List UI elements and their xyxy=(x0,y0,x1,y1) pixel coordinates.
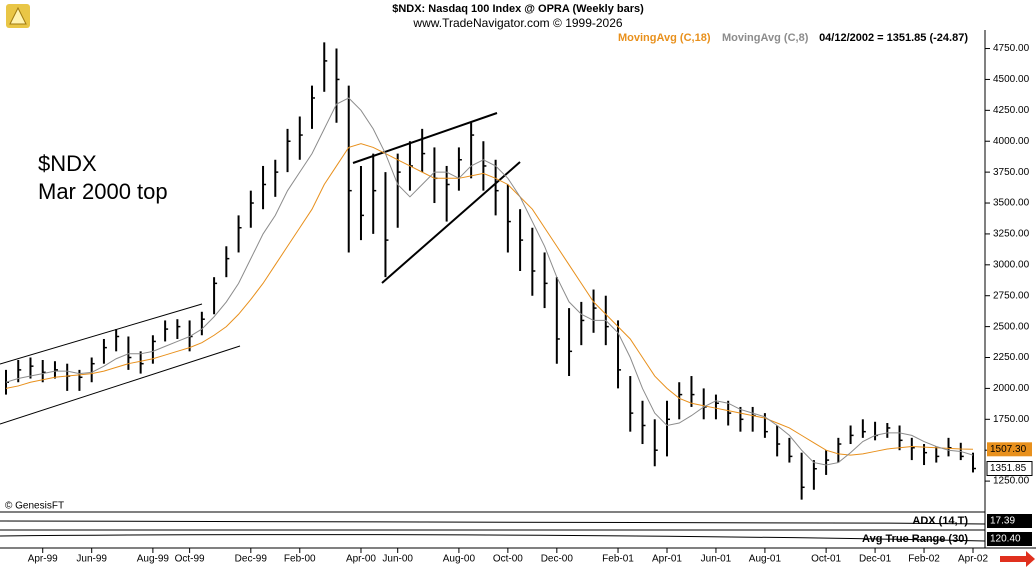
atr-line xyxy=(0,534,986,542)
x-tick-label: Jun-01 xyxy=(701,554,732,565)
indicator-tag xyxy=(987,514,1032,528)
y-tick-label: 2750.00 xyxy=(993,290,1030,301)
chart-title: $NDX: Nasdaq 100 Index @ OPRA (Weekly ba… xyxy=(392,3,644,15)
x-tick-label: Oct-99 xyxy=(175,554,205,565)
x-tick-label: Aug-99 xyxy=(137,554,170,565)
x-tick-label: Oct-00 xyxy=(493,554,523,565)
annotation: $NDX xyxy=(38,151,97,176)
x-tick-label: Feb-01 xyxy=(602,554,634,565)
x-tick-label: Dec-99 xyxy=(235,554,268,565)
x-tick-label: Jun-00 xyxy=(382,554,413,565)
x-tick-label: Jun-99 xyxy=(76,554,107,565)
annotation: Mar 2000 top xyxy=(38,179,168,204)
y-tick-label: 3000.00 xyxy=(993,259,1030,270)
indicator-name: ADX (14,T) xyxy=(912,515,968,527)
y-tick-label: 1250.00 xyxy=(993,476,1030,487)
legend-entry: MovingAvg (C,8) xyxy=(722,32,809,44)
y-tick-label: 3500.00 xyxy=(993,198,1030,209)
x-tick-label: Feb-02 xyxy=(908,554,940,565)
legend-entry: MovingAvg (C,18) xyxy=(618,32,711,44)
y-tick-label: 2500.00 xyxy=(993,321,1030,332)
credit: © GenesisFT xyxy=(5,501,64,512)
x-tick-label: Aug-01 xyxy=(749,554,782,565)
scroll-arrow[interactable] xyxy=(1000,551,1035,567)
x-tick-label: Apr-02 xyxy=(958,554,988,565)
y-tick-label: 2000.00 xyxy=(993,383,1030,394)
logo xyxy=(6,4,30,28)
trendlines xyxy=(0,112,521,425)
price-tag xyxy=(986,461,1033,477)
x-tick-label: Apr-99 xyxy=(28,554,58,565)
y-tick-label: 3250.00 xyxy=(993,229,1030,240)
price-tag-label: 1507.30 xyxy=(990,444,1027,455)
price-tag-label: 1351.85 xyxy=(990,463,1027,474)
indicator-value: 120.40 xyxy=(990,534,1021,545)
y-tick-label: 2250.00 xyxy=(993,352,1030,363)
y-tick-label: 4750.00 xyxy=(993,43,1030,54)
y-tick-label: 4500.00 xyxy=(993,74,1030,85)
indicator-tag xyxy=(987,532,1032,546)
x-tick-label: Dec-00 xyxy=(541,554,574,565)
x-tick-label: Oct-01 xyxy=(811,554,841,565)
indicator-value: 17.39 xyxy=(990,516,1015,527)
indicator-name: Avg True Range (30) xyxy=(862,533,968,545)
x-tick-label: Feb-00 xyxy=(284,554,316,565)
chart-subtitle: www.TradeNavigator.com © 1999-2026 xyxy=(412,16,622,30)
x-tick-label: Aug-00 xyxy=(443,554,476,565)
y-tick-label: 1750.00 xyxy=(993,414,1030,425)
x-tick-label: Apr-00 xyxy=(346,554,376,565)
y-tick-label: 4000.00 xyxy=(993,136,1030,147)
y-tick-label: 3750.00 xyxy=(993,167,1030,178)
x-tick-label: Apr-01 xyxy=(652,554,682,565)
y-tick-label: 4250.00 xyxy=(993,105,1030,116)
moving-average xyxy=(5,143,974,456)
moving-average xyxy=(5,97,974,466)
x-tick-label: Dec-01 xyxy=(859,554,892,565)
price-tag xyxy=(987,442,1032,457)
status: 04/12/2002 = 1351.85 (-24.87) xyxy=(819,32,968,44)
